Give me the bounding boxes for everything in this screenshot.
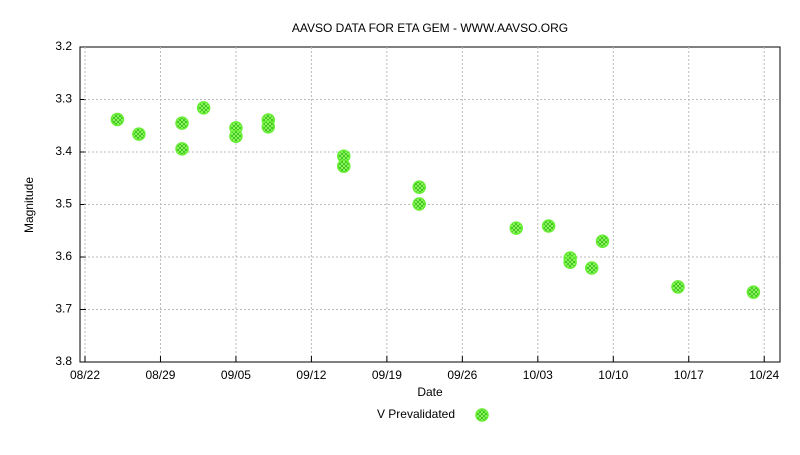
- x-tick-label: 09/12: [296, 368, 326, 382]
- data-point: [229, 129, 243, 143]
- y-tick-label: 3.4: [55, 144, 72, 158]
- data-point: [196, 101, 211, 115]
- data-point: [584, 261, 599, 275]
- legend-marker: [475, 408, 489, 422]
- x-tick-label: 10/17: [674, 368, 704, 382]
- y-tick-label: 3.5: [55, 197, 72, 211]
- x-tick-label: 10/10: [598, 368, 628, 382]
- data-point: [412, 180, 426, 194]
- legend-label: V Prevalidated: [377, 407, 455, 421]
- x-tick-label: 10/24: [749, 368, 779, 382]
- data-point: [132, 127, 146, 141]
- data-point: [595, 234, 610, 248]
- data-point: [110, 112, 125, 127]
- data-point: [412, 197, 426, 211]
- y-tick-label: 3.2: [55, 39, 72, 53]
- data-point: [541, 219, 556, 233]
- data-point: [563, 255, 577, 269]
- x-tick-label: 09/26: [447, 368, 477, 382]
- x-tick-label: 08/22: [70, 368, 100, 382]
- data-point: [509, 221, 523, 235]
- data-point: [175, 116, 189, 130]
- data-point: [175, 142, 189, 156]
- x-tick-label: 10/03: [523, 368, 553, 382]
- y-axis-label: Magnitude: [22, 177, 36, 233]
- x-tick-label: 09/19: [372, 368, 402, 382]
- y-tick-label: 3.8: [55, 354, 72, 368]
- y-tick-label: 3.3: [55, 92, 72, 106]
- y-tick-label: 3.6: [55, 249, 72, 263]
- data-point: [261, 120, 276, 134]
- chart-title: AAVSO DATA FOR ETA GEM - WWW.AAVSO.ORG: [292, 21, 568, 35]
- y-tick-label: 3.7: [55, 302, 72, 316]
- x-tick-label: 08/29: [145, 368, 175, 382]
- x-tick-label: 09/05: [221, 368, 251, 382]
- x-axis-label: Date: [417, 385, 443, 399]
- data-point: [671, 280, 685, 294]
- data-point: [746, 285, 761, 299]
- data-point: [337, 159, 351, 173]
